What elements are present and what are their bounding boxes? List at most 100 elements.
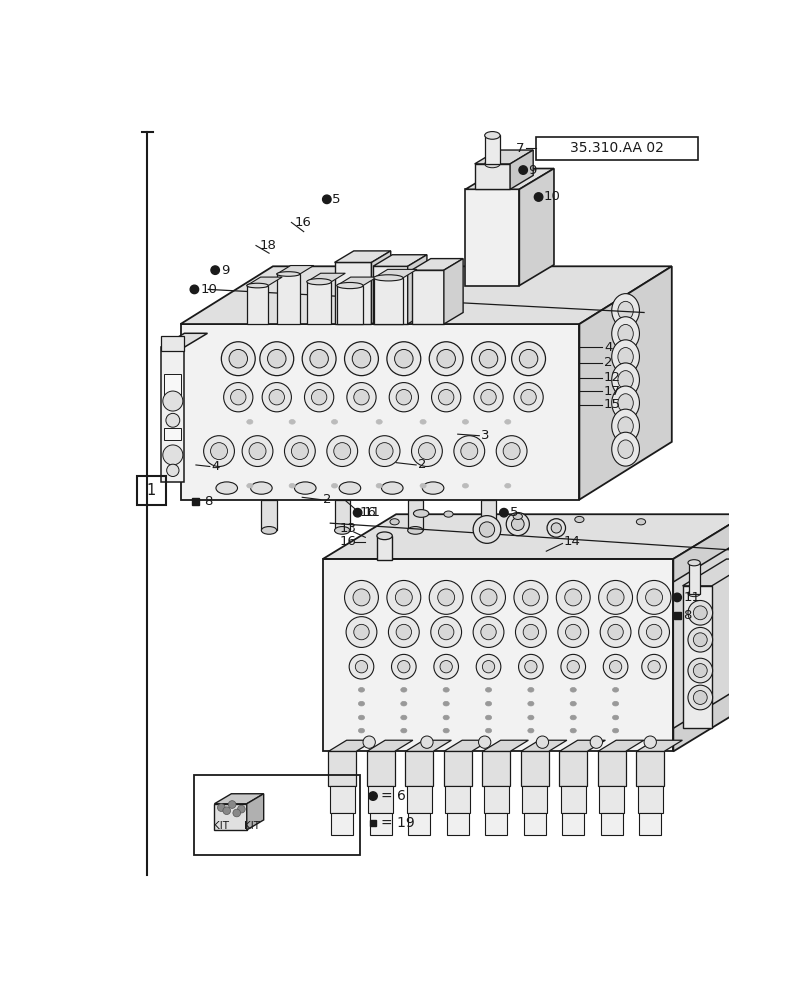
Ellipse shape	[443, 687, 448, 692]
Circle shape	[499, 508, 508, 517]
Ellipse shape	[419, 420, 426, 424]
Polygon shape	[597, 751, 624, 786]
Circle shape	[260, 342, 294, 376]
Ellipse shape	[422, 482, 444, 494]
Circle shape	[693, 606, 706, 620]
Polygon shape	[307, 282, 331, 324]
Ellipse shape	[289, 420, 295, 424]
Polygon shape	[521, 786, 547, 813]
Polygon shape	[376, 536, 392, 560]
Text: 1: 1	[147, 483, 156, 498]
Polygon shape	[519, 169, 553, 286]
Circle shape	[693, 691, 706, 704]
Polygon shape	[688, 563, 699, 594]
Circle shape	[521, 589, 539, 606]
Polygon shape	[482, 740, 528, 751]
Circle shape	[645, 589, 662, 606]
Ellipse shape	[504, 483, 510, 488]
Ellipse shape	[461, 420, 468, 424]
Circle shape	[165, 413, 179, 427]
Polygon shape	[367, 740, 412, 751]
Circle shape	[391, 654, 415, 679]
Ellipse shape	[504, 420, 510, 424]
Circle shape	[535, 736, 548, 748]
Text: 11: 11	[683, 591, 699, 604]
Polygon shape	[405, 740, 451, 751]
Ellipse shape	[247, 283, 268, 288]
Polygon shape	[261, 500, 277, 530]
Circle shape	[302, 342, 336, 376]
Text: 10: 10	[543, 190, 560, 204]
Bar	[369, 820, 376, 826]
Ellipse shape	[389, 519, 399, 525]
Text: 11: 11	[363, 506, 380, 519]
Polygon shape	[164, 374, 181, 397]
Circle shape	[344, 580, 378, 614]
Circle shape	[503, 443, 520, 460]
Circle shape	[354, 389, 369, 405]
Ellipse shape	[611, 701, 618, 706]
Circle shape	[386, 580, 420, 614]
Circle shape	[242, 436, 272, 466]
Circle shape	[396, 624, 411, 640]
Circle shape	[311, 389, 326, 405]
Text: 9: 9	[221, 264, 230, 277]
Text: = 19: = 19	[380, 816, 414, 830]
Circle shape	[599, 617, 630, 647]
Ellipse shape	[617, 348, 633, 366]
Polygon shape	[407, 500, 423, 530]
Text: 2: 2	[417, 458, 426, 471]
Ellipse shape	[261, 527, 277, 534]
Polygon shape	[370, 813, 391, 835]
Ellipse shape	[307, 279, 331, 285]
Text: 4: 4	[603, 341, 611, 354]
Text: 18: 18	[259, 239, 276, 252]
Ellipse shape	[617, 440, 633, 458]
Circle shape	[262, 383, 291, 412]
Circle shape	[473, 617, 504, 647]
Circle shape	[211, 266, 219, 274]
Ellipse shape	[485, 701, 491, 706]
Circle shape	[438, 624, 453, 640]
Circle shape	[603, 654, 627, 679]
Circle shape	[429, 580, 462, 614]
Ellipse shape	[569, 715, 576, 720]
Ellipse shape	[401, 715, 406, 720]
Ellipse shape	[381, 482, 402, 494]
Circle shape	[375, 443, 393, 460]
Circle shape	[369, 436, 400, 466]
Circle shape	[482, 661, 494, 673]
Circle shape	[438, 389, 453, 405]
Polygon shape	[446, 813, 468, 835]
Ellipse shape	[294, 482, 315, 494]
Circle shape	[437, 589, 454, 606]
Circle shape	[352, 349, 371, 368]
Ellipse shape	[617, 371, 633, 389]
Circle shape	[475, 654, 500, 679]
Polygon shape	[444, 740, 489, 751]
Circle shape	[223, 383, 252, 412]
Circle shape	[221, 342, 255, 376]
Ellipse shape	[484, 132, 500, 139]
Polygon shape	[247, 277, 282, 286]
Text: 13: 13	[340, 522, 357, 535]
Circle shape	[471, 580, 504, 614]
Ellipse shape	[569, 701, 576, 706]
Circle shape	[474, 383, 503, 412]
Polygon shape	[682, 586, 711, 728]
Circle shape	[190, 285, 199, 294]
Ellipse shape	[480, 527, 496, 534]
Bar	[136, 476, 165, 505]
Polygon shape	[406, 786, 431, 813]
Polygon shape	[520, 740, 566, 751]
Circle shape	[268, 389, 284, 405]
Polygon shape	[482, 751, 509, 786]
Ellipse shape	[611, 317, 639, 351]
Circle shape	[598, 580, 632, 614]
Circle shape	[433, 654, 458, 679]
Ellipse shape	[485, 715, 491, 720]
Circle shape	[217, 804, 225, 811]
Circle shape	[519, 349, 537, 368]
Ellipse shape	[358, 728, 364, 733]
Circle shape	[395, 589, 412, 606]
